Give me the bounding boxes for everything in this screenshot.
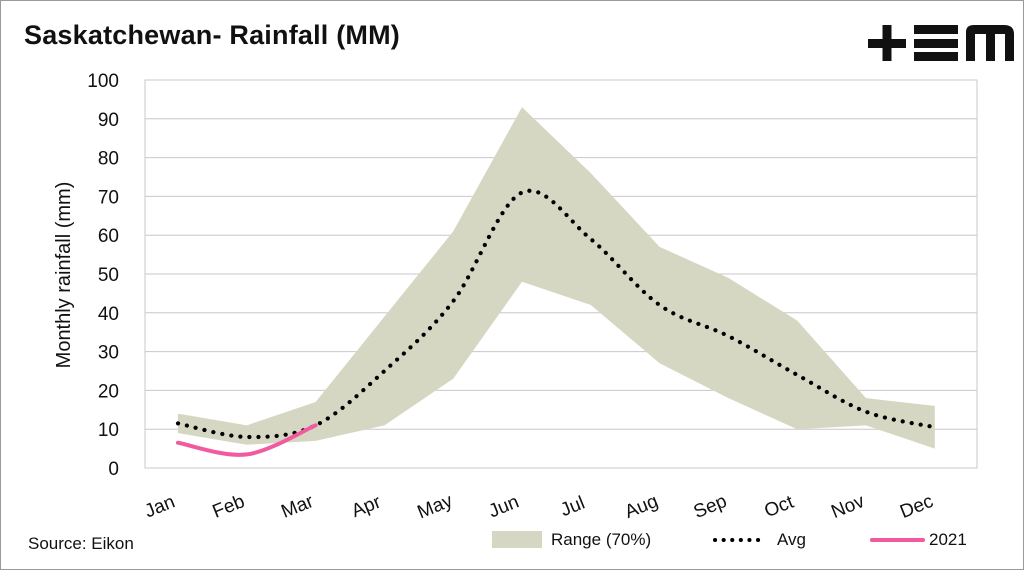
- x-tick-label: Feb: [210, 491, 248, 523]
- x-tick-label: Sep: [691, 491, 730, 523]
- y-tick-label: 50: [98, 265, 119, 286]
- y-tick-label: 0: [108, 459, 119, 480]
- x-tick-label: Jul: [558, 493, 588, 522]
- y-tick-label: 60: [98, 226, 119, 247]
- y-tick-label: 40: [98, 304, 119, 325]
- legend-range-swatch: [492, 531, 542, 548]
- x-tick-label: Mar: [278, 491, 317, 523]
- y-tick-label: 80: [98, 149, 119, 170]
- y-tick-label: 20: [98, 381, 119, 402]
- x-tick-label: Apr: [349, 491, 385, 522]
- legend: Range (70%) Avg 2021: [492, 530, 967, 549]
- x-tick-label: Nov: [828, 491, 868, 523]
- y-axis-label: Monthly rainfall (mm): [53, 182, 75, 369]
- y-tick-label: 30: [98, 343, 119, 364]
- y-tick-label: 100: [87, 71, 119, 92]
- range-band-area: [178, 107, 935, 449]
- legend-2021-label: 2021: [929, 530, 967, 549]
- line-2021: [176, 423, 318, 457]
- x-tick-label: Jun: [486, 491, 522, 522]
- x-tick-label: Dec: [897, 491, 936, 523]
- chart-title: Saskatchewan- Rainfall (MM): [24, 20, 400, 50]
- x-tick-label: Oct: [762, 491, 798, 522]
- source-note: Source: Eikon: [28, 534, 134, 553]
- series-lines: [175, 188, 937, 457]
- range-band: [178, 107, 935, 449]
- tem-logo-icon: [868, 25, 1014, 61]
- legend-range-label: Range (70%): [551, 530, 651, 549]
- x-tick-label: Jan: [142, 491, 178, 522]
- x-tick-label: May: [415, 490, 457, 523]
- x-tick-label: Aug: [622, 491, 661, 523]
- y-tick-label: 90: [98, 110, 119, 131]
- y-tick-label: 70: [98, 187, 119, 208]
- x-axis-ticks: Jan Feb Mar Apr May Jun Jul Aug Sep Oct Nov Dec: [142, 490, 937, 523]
- legend-avg-label: Avg: [777, 530, 806, 549]
- y-axis-ticks: 0 10 20 30 40 50 60 70 80 90 100: [87, 71, 119, 480]
- y-tick-label: 10: [98, 420, 119, 441]
